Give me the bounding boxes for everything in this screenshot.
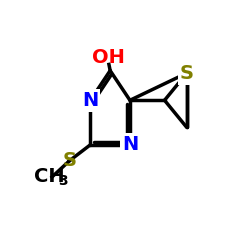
Text: 3: 3 [58, 174, 68, 188]
Text: CH: CH [34, 168, 65, 186]
Text: S: S [180, 64, 194, 82]
Text: N: N [122, 135, 138, 154]
Text: S: S [62, 151, 76, 170]
Text: N: N [82, 91, 98, 110]
Text: OH: OH [92, 48, 125, 66]
